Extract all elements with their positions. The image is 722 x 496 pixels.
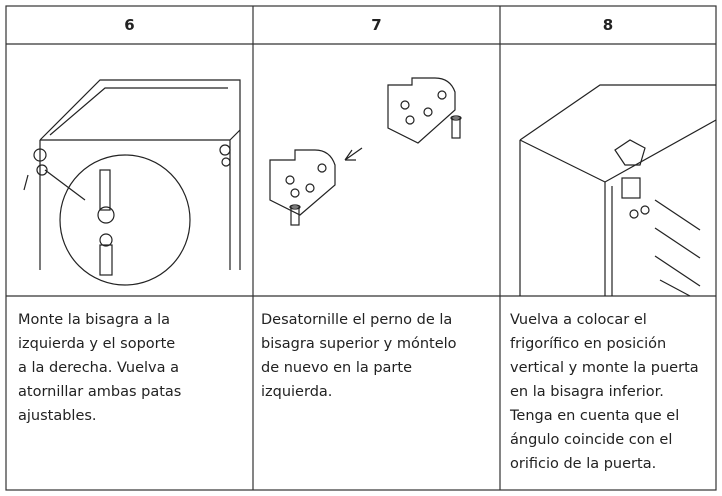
instruction-cell: Monte la bisagra a la izquierda y el sopo…: [18, 308, 181, 428]
instruction-line: orificio de la puerta.: [510, 456, 657, 472]
instruction-cell: Desatornille el perno de la bisagra super…: [261, 308, 457, 404]
instruction-line: Monte la bisagra a la: [18, 312, 171, 328]
instruction-line: Vuelva a colocar el: [510, 312, 647, 328]
instruction-line: frigorífico en posición: [510, 336, 667, 352]
instruction-line: de nuevo en la parte: [261, 360, 412, 376]
instruction-line: ángulo coincide con el: [510, 432, 673, 448]
illustration-fridge-door: [519, 84, 717, 297]
instruction-line: bisagra superior y móntelo: [261, 336, 457, 352]
instruction-line: atornillar ambas patas: [18, 384, 182, 400]
instruction-line: izquierda y el soporte: [18, 336, 176, 352]
column-header: 8: [602, 16, 614, 34]
instruction-line: Tenga en cuenta que el: [510, 408, 680, 424]
instruction-line: en la bisagra inferior.: [510, 384, 664, 400]
instruction-line: ajustables.: [18, 408, 97, 424]
illustration-hinge-bolt: [269, 77, 462, 226]
instruction-line: izquierda.: [261, 384, 333, 400]
instruction-line: vertical y monte la puerta: [510, 360, 699, 376]
illustration-hinge-left: [23, 79, 241, 286]
column-header: 7: [371, 16, 382, 34]
instruction-line: a la derecha. Vuelva a: [18, 360, 180, 376]
instruction-cell: Vuelva a colocar el frigorífico en posici…: [510, 308, 699, 476]
column-header: 6: [124, 16, 135, 34]
instruction-line: Desatornille el perno de la: [261, 312, 453, 328]
